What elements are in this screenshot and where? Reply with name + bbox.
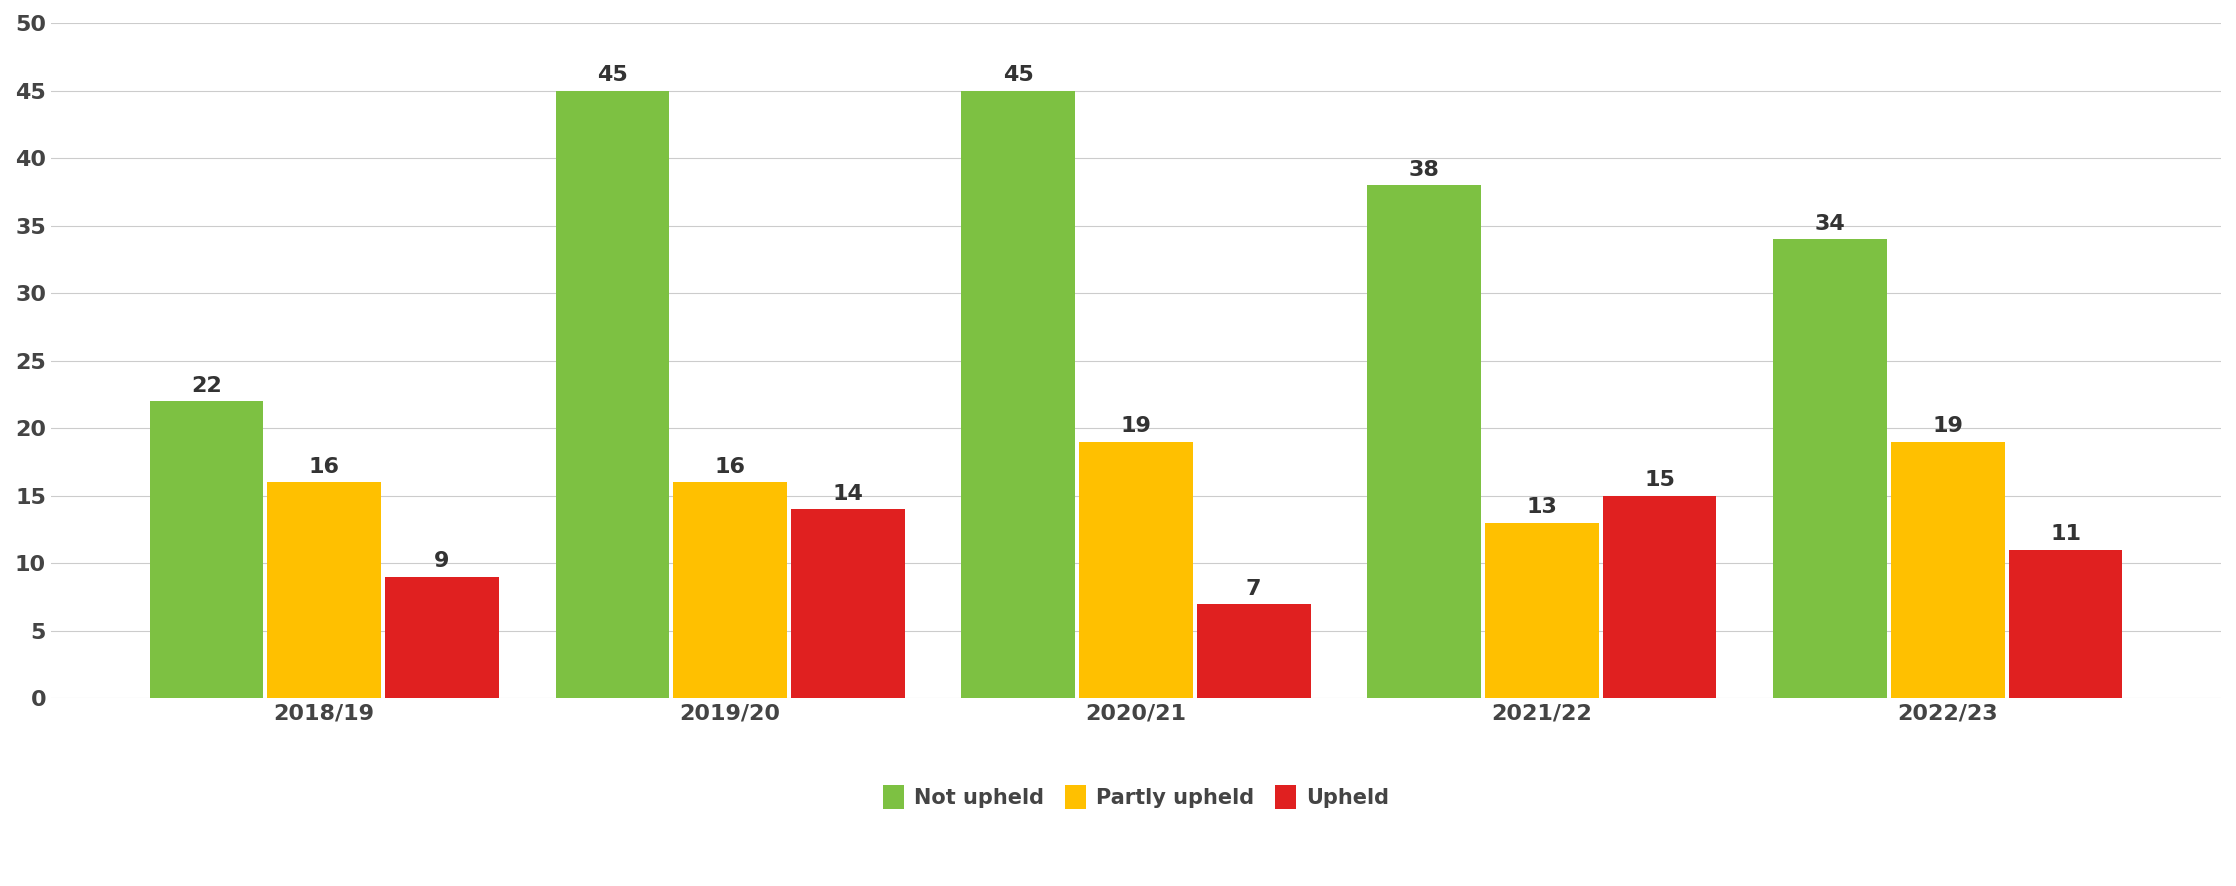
Text: 11: 11 [2050, 525, 2082, 545]
Text: 45: 45 [597, 66, 628, 85]
Text: 7: 7 [1245, 579, 1261, 599]
Text: 16: 16 [309, 457, 340, 477]
Bar [1892, 442, 2006, 698]
Bar [1485, 523, 1599, 698]
Bar [385, 577, 499, 698]
Bar [1773, 239, 1887, 698]
Text: 38: 38 [1409, 159, 1440, 180]
Bar [1603, 496, 1717, 698]
Text: 19: 19 [1120, 416, 1152, 437]
Text: 13: 13 [1527, 497, 1556, 517]
Bar [2008, 550, 2122, 698]
Text: 14: 14 [832, 484, 863, 504]
Bar [673, 482, 787, 698]
Bar [1196, 604, 1310, 698]
Bar [792, 509, 906, 698]
Bar [1368, 185, 1480, 698]
Text: 16: 16 [716, 457, 745, 477]
Text: 45: 45 [1004, 66, 1033, 85]
Bar [268, 482, 380, 698]
Bar [961, 90, 1076, 698]
Text: 22: 22 [190, 376, 221, 396]
Bar [150, 401, 264, 698]
Text: 15: 15 [1643, 470, 1675, 491]
Text: 9: 9 [434, 551, 449, 571]
Legend: Not upheld, Partly upheld, Upheld: Not upheld, Partly upheld, Upheld [874, 776, 1398, 817]
Text: 34: 34 [1816, 214, 1845, 234]
Text: 19: 19 [1932, 416, 1963, 437]
Bar [1080, 442, 1192, 698]
Bar [555, 90, 669, 698]
